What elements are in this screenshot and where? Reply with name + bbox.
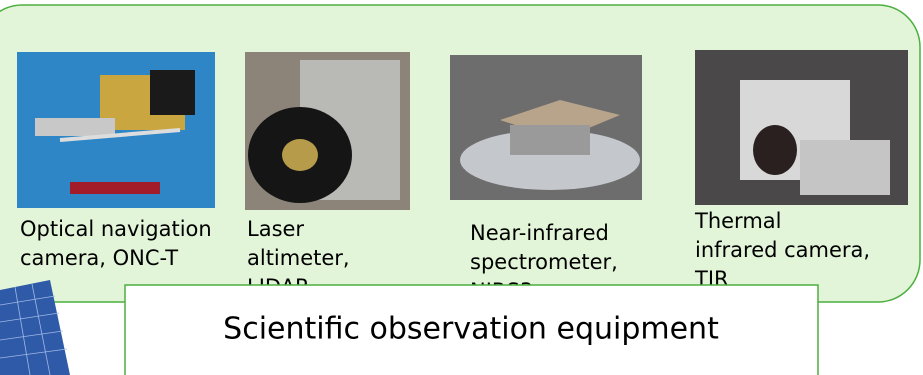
- caption-line: infrared camera,: [695, 238, 870, 262]
- title: Scientific observation equipment: [223, 312, 719, 347]
- caption-line: spectrometer,: [470, 250, 618, 274]
- caption-line: Near-infrared: [470, 221, 609, 245]
- photo-onc-t: [17, 52, 215, 208]
- caption-line: altimeter,: [247, 246, 350, 270]
- slide: Optical navigation camera, ONC-T Laser alti…: [0, 0, 923, 375]
- caption-line: camera, ONC-T: [20, 246, 178, 270]
- photo-tir: [695, 50, 908, 205]
- caption-line: Optical navigation: [20, 217, 212, 241]
- caption-line: Thermal: [694, 209, 781, 233]
- photo-nirs3: [450, 55, 642, 200]
- caption-line: Laser: [247, 217, 304, 241]
- photo-lidar: [245, 52, 410, 210]
